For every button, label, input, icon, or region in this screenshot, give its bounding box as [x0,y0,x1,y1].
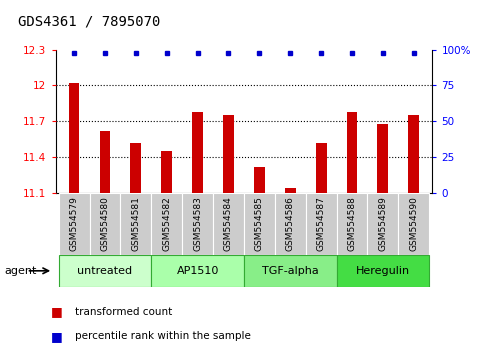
Text: untreated: untreated [77,266,132,276]
Bar [182,193,213,255]
Bar [99,131,110,193]
Bar [254,167,265,193]
Bar [316,143,327,193]
Bar [285,188,296,193]
Text: ■: ■ [51,330,62,343]
Text: GSM554580: GSM554580 [100,196,110,251]
Bar [223,115,234,193]
Text: GSM554589: GSM554589 [378,196,387,251]
Text: GSM554588: GSM554588 [347,196,356,251]
Bar [398,193,429,255]
Text: transformed count: transformed count [75,307,172,316]
Text: GSM554586: GSM554586 [286,196,295,251]
Bar [244,255,337,287]
Bar [120,193,151,255]
Text: GSM554579: GSM554579 [70,196,79,251]
Bar [408,115,419,193]
Bar [368,193,398,255]
Text: GSM554583: GSM554583 [193,196,202,251]
Bar [306,193,337,255]
Text: agent: agent [5,266,37,276]
Bar [69,83,80,193]
Bar [58,255,151,287]
Bar [151,193,182,255]
Bar [378,124,388,193]
Text: GSM554585: GSM554585 [255,196,264,251]
Text: TGF-alpha: TGF-alpha [262,266,319,276]
Bar [275,193,306,255]
Text: GSM554590: GSM554590 [409,196,418,251]
Bar [347,112,357,193]
Bar [244,193,275,255]
Text: GSM554581: GSM554581 [131,196,141,251]
Bar [161,151,172,193]
Text: GSM554582: GSM554582 [162,196,171,251]
Text: percentile rank within the sample: percentile rank within the sample [75,331,251,341]
Text: GSM554587: GSM554587 [317,196,326,251]
Bar [130,143,141,193]
Bar [151,255,244,287]
Bar [192,112,203,193]
Bar [337,193,368,255]
Text: ■: ■ [51,305,62,318]
Text: GSM554584: GSM554584 [224,196,233,251]
Text: AP1510: AP1510 [176,266,219,276]
Text: Heregulin: Heregulin [356,266,410,276]
Bar [337,255,429,287]
Text: GDS4361 / 7895070: GDS4361 / 7895070 [18,14,160,28]
Bar [89,193,120,255]
Bar [58,193,89,255]
Bar [213,193,244,255]
